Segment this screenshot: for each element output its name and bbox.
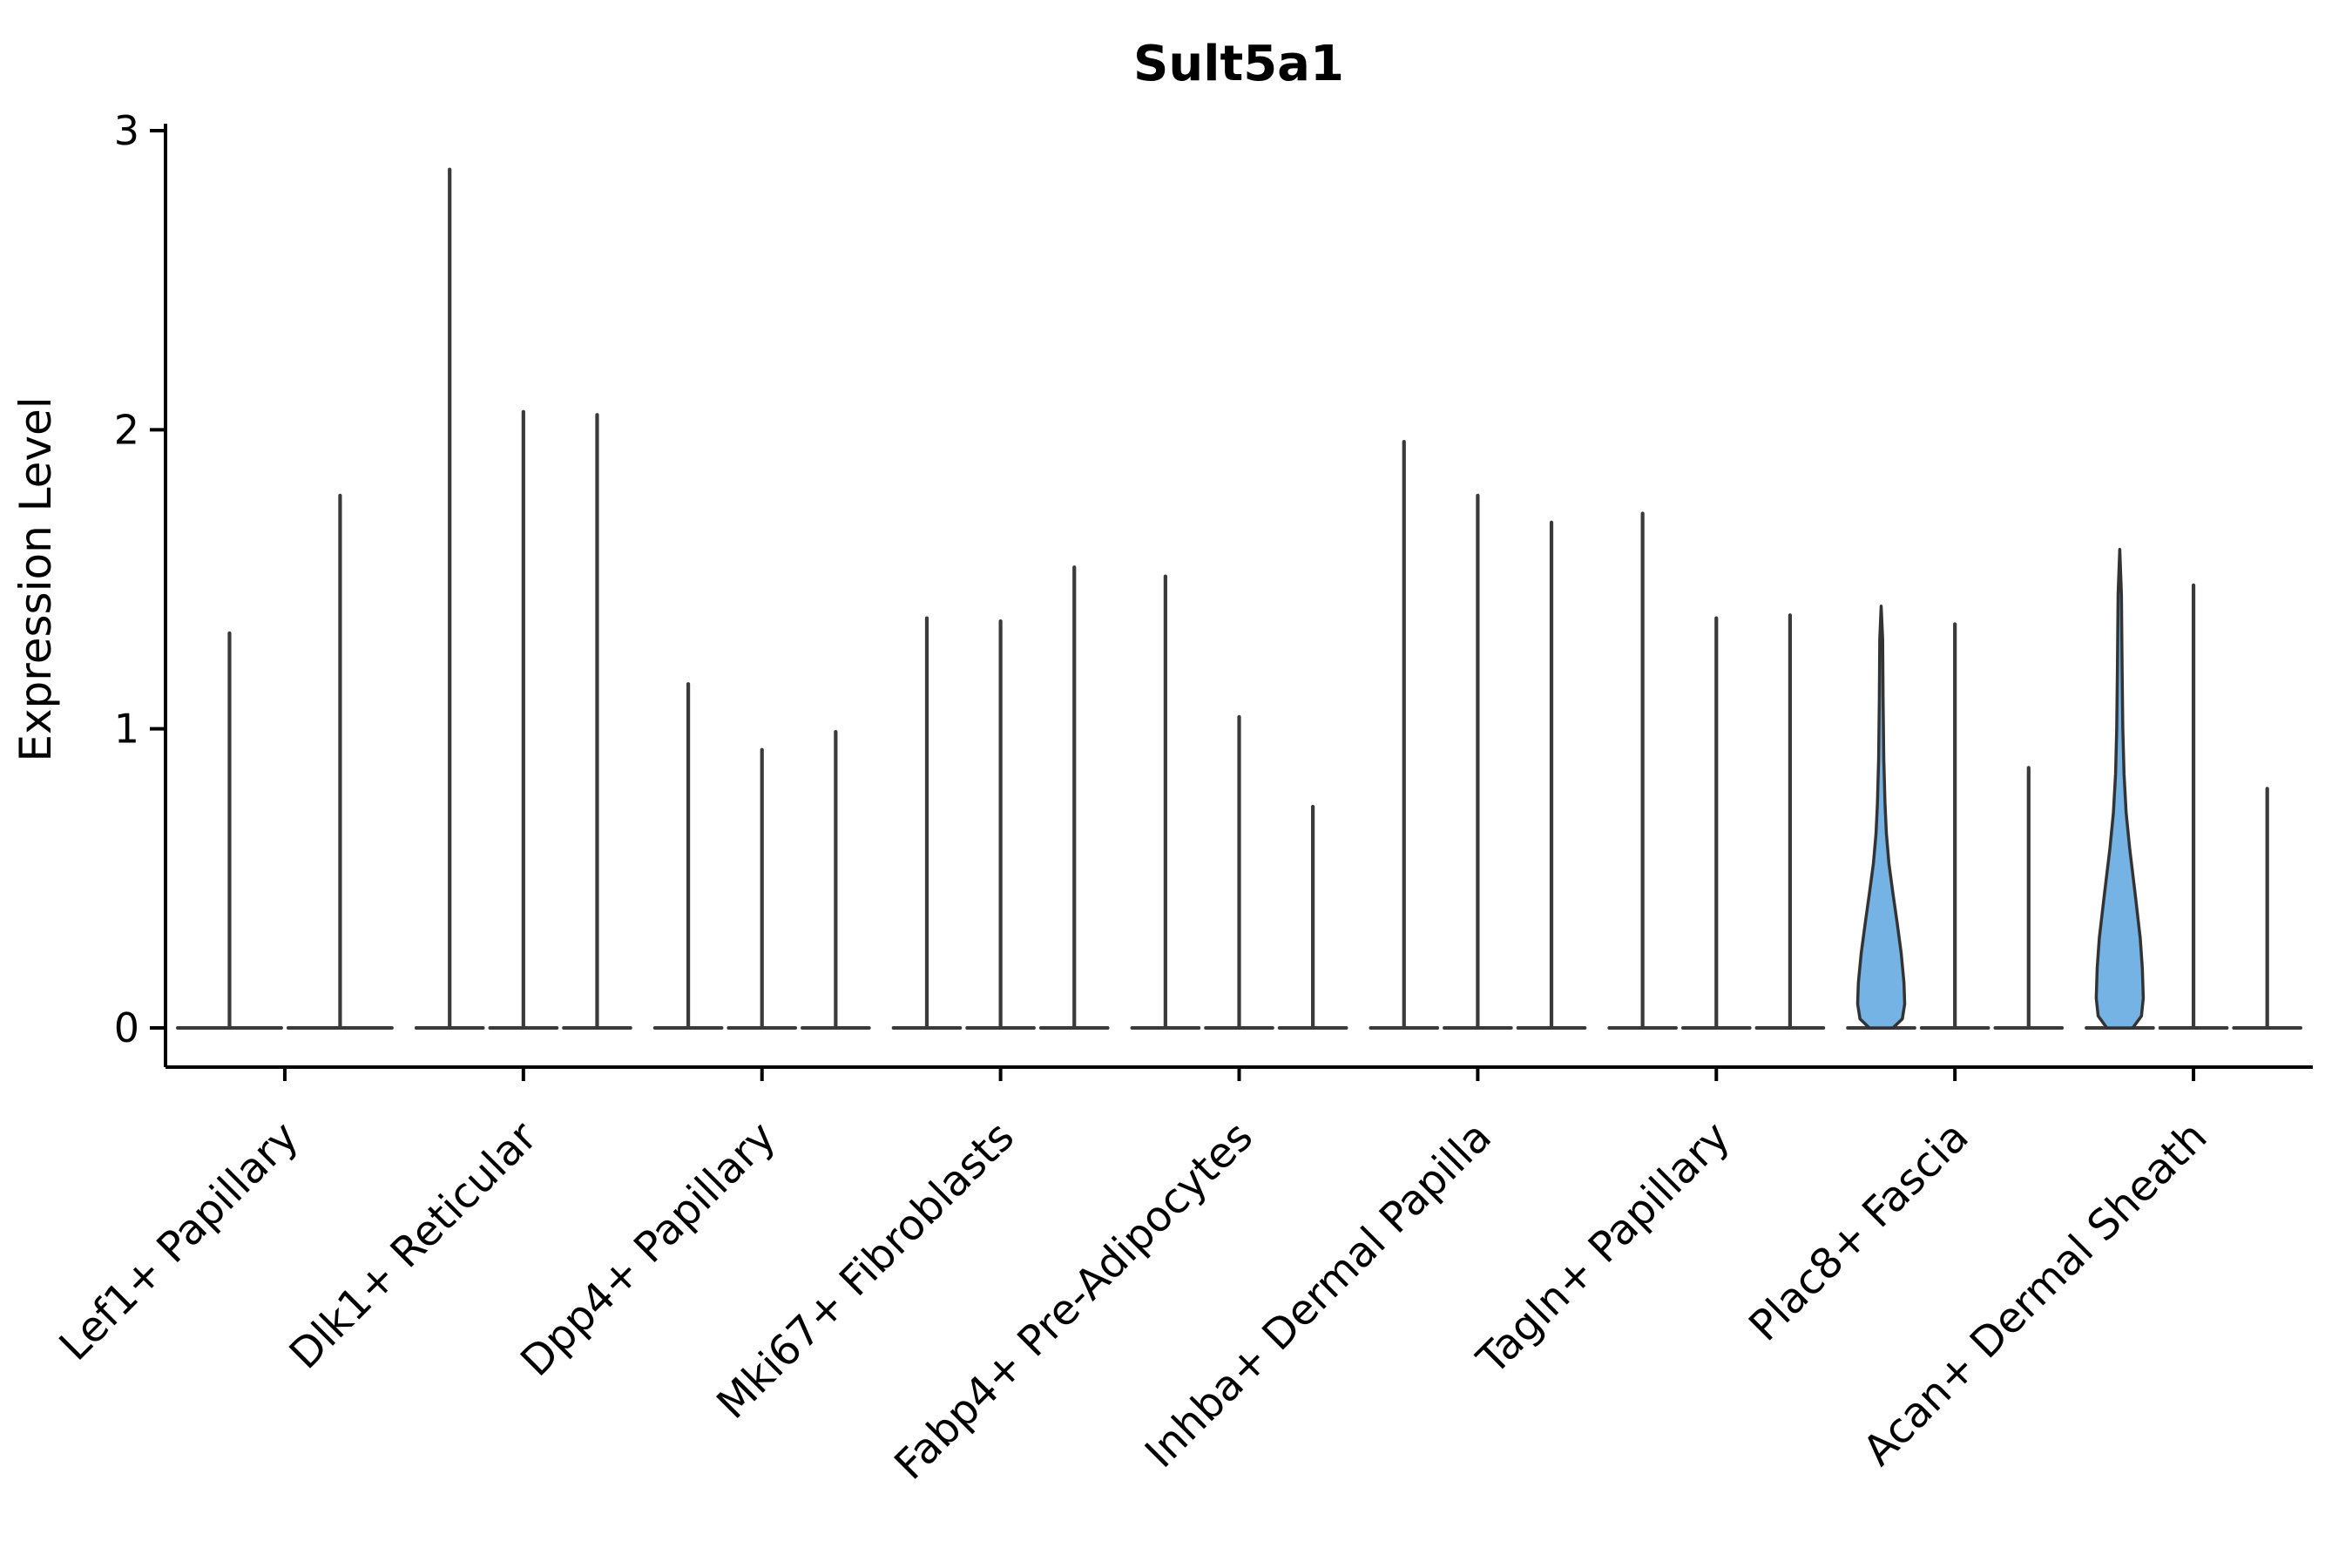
y-axis-label: Expression Level (10, 396, 61, 761)
violin-layer (176, 167, 2302, 1030)
x-tick-label: Tagln+ Papillary (1467, 1112, 1739, 1384)
axes-layer: 0 1 2 3 (114, 107, 2313, 1069)
x-tick-label: Lef1+ Papillary (50, 1112, 308, 1370)
y-tick-label: 2 (114, 406, 139, 453)
x-tick-label: Plac8+ Fascia (1740, 1112, 1978, 1351)
x-tick-label: Dpp4+ Papillary (511, 1112, 785, 1386)
x-tick-label: Dlk1+ Reticular (280, 1112, 547, 1379)
violin-body (2094, 547, 2146, 1030)
violin-body (1855, 605, 1907, 1030)
y-tick-label: 3 (114, 107, 139, 154)
y-tick-label: 1 (114, 706, 139, 753)
chart-title: Sult5a1 (1133, 36, 1344, 92)
y-tick-label: 0 (114, 1004, 139, 1051)
